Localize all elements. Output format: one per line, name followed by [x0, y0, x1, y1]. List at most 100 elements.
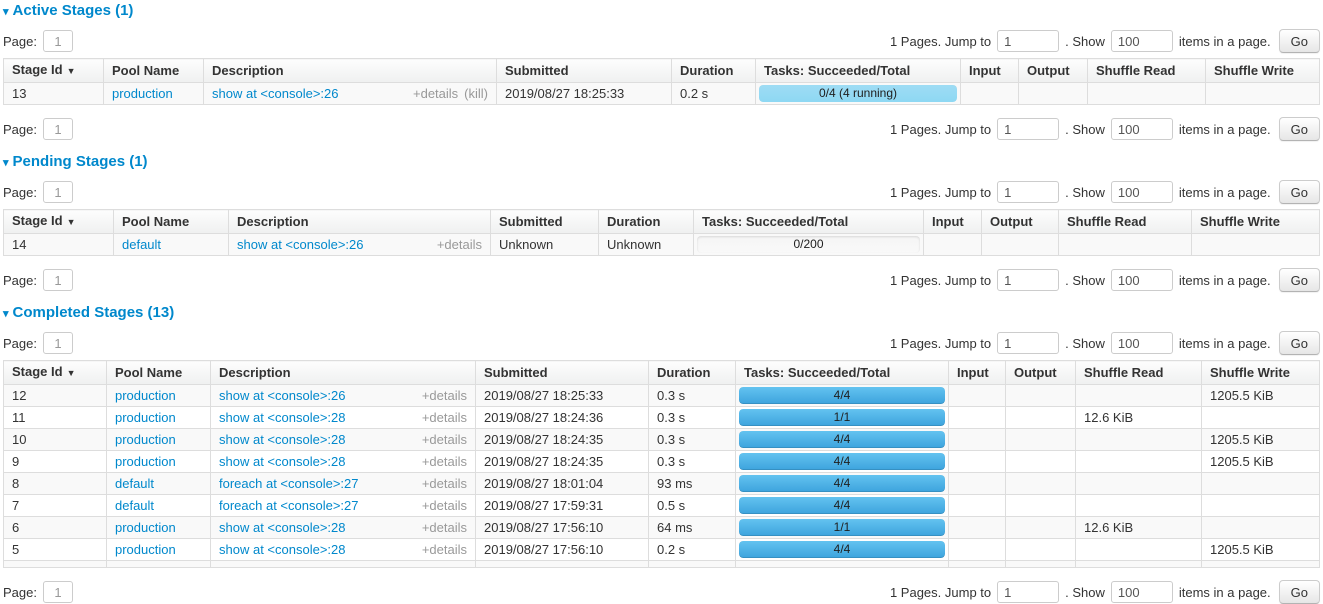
column-header[interactable]: Submitted: [490, 209, 599, 234]
column-header[interactable]: Duration: [671, 58, 756, 83]
column-header[interactable]: Duration: [648, 360, 736, 385]
column-header[interactable]: Output: [1005, 360, 1076, 385]
details-toggle[interactable]: +details: [421, 454, 467, 469]
pool-name-link[interactable]: default: [115, 476, 155, 491]
description-cell: [210, 560, 476, 568]
details-toggle[interactable]: +details: [421, 476, 467, 491]
go-button[interactable]: Go: [1278, 580, 1320, 604]
page-number-input[interactable]: [42, 118, 73, 140]
go-button[interactable]: Go: [1278, 268, 1320, 292]
column-header[interactable]: Description: [210, 360, 476, 385]
page-number-input[interactable]: [42, 269, 73, 291]
output-cell: [1005, 560, 1076, 568]
column-header[interactable]: Stage Id ▼: [3, 209, 114, 234]
stage-id-cell: [3, 560, 107, 568]
column-header[interactable]: Tasks: Succeeded/Total: [755, 58, 961, 83]
jump-to-input[interactable]: [997, 30, 1060, 52]
output-cell: [1005, 428, 1076, 451]
section-title[interactable]: ▾ Completed Stages (13): [3, 304, 1320, 323]
pool-name-link[interactable]: default: [115, 498, 155, 513]
column-header-label: Stage Id: [12, 213, 63, 228]
go-button[interactable]: Go: [1278, 180, 1320, 204]
description-link[interactable]: show at <console>:28: [219, 432, 346, 447]
column-header[interactable]: Input: [960, 58, 1019, 83]
page-number-input[interactable]: [42, 30, 73, 52]
show-count-input[interactable]: [1110, 332, 1173, 354]
column-header[interactable]: Description: [203, 58, 497, 83]
column-header[interactable]: Tasks: Succeeded/Total: [735, 360, 949, 385]
page-number-input[interactable]: [42, 181, 73, 203]
column-header[interactable]: Shuffle Read: [1075, 360, 1202, 385]
details-toggle[interactable]: +details: [421, 520, 467, 535]
column-header[interactable]: Stage Id ▼: [3, 360, 107, 385]
show-count-input[interactable]: [1110, 269, 1173, 291]
pool-name-cell: production: [106, 428, 211, 451]
description-link[interactable]: show at <console>:26: [237, 237, 364, 252]
stage-id-cell: 13: [3, 82, 104, 105]
column-header[interactable]: Duration: [598, 209, 694, 234]
page-number-input[interactable]: [42, 581, 73, 603]
pool-name-link[interactable]: production: [115, 410, 176, 425]
column-header[interactable]: Description: [228, 209, 491, 234]
show-count-input[interactable]: [1110, 30, 1173, 52]
pool-name-link[interactable]: production: [115, 432, 176, 447]
column-header[interactable]: Submitted: [475, 360, 649, 385]
description-link[interactable]: foreach at <console>:27: [219, 498, 359, 513]
description-link[interactable]: show at <console>:26: [212, 86, 339, 101]
go-button[interactable]: Go: [1278, 117, 1320, 141]
column-header[interactable]: Shuffle Read: [1087, 58, 1206, 83]
column-header-label: Submitted: [499, 214, 563, 229]
column-header[interactable]: Input: [948, 360, 1006, 385]
go-button[interactable]: Go: [1278, 29, 1320, 53]
details-toggle[interactable]: +details: [436, 237, 482, 252]
column-header[interactable]: Output: [981, 209, 1059, 234]
go-button[interactable]: Go: [1278, 331, 1320, 355]
details-toggle[interactable]: +details: [421, 432, 467, 447]
column-header[interactable]: Pool Name: [103, 58, 204, 83]
description-link[interactable]: show at <console>:26: [219, 388, 346, 403]
column-header[interactable]: Stage Id ▼: [3, 58, 104, 83]
jump-to-input[interactable]: [997, 581, 1060, 603]
show-count-input[interactable]: [1110, 181, 1173, 203]
section-title[interactable]: ▾ Pending Stages (1): [3, 153, 1320, 172]
section-title[interactable]: ▾ Active Stages (1): [3, 2, 1320, 21]
submitted-cell: [475, 560, 649, 568]
details-toggle[interactable]: +details: [421, 498, 467, 513]
jump-to-input[interactable]: [997, 269, 1060, 291]
column-header[interactable]: Shuffle Write: [1201, 360, 1320, 385]
description-link[interactable]: show at <console>:28: [219, 410, 346, 425]
column-header[interactable]: Output: [1018, 58, 1088, 83]
shuffle-read-cell: [1075, 560, 1202, 568]
progress-completed-bar: [739, 409, 945, 426]
page-number-input[interactable]: [42, 332, 73, 354]
description-link[interactable]: show at <console>:28: [219, 520, 346, 535]
details-toggle[interactable]: +details: [421, 388, 467, 403]
column-header-label: Description: [212, 63, 284, 78]
description-link[interactable]: show at <console>:28: [219, 454, 346, 469]
pool-name-link[interactable]: production: [115, 388, 176, 403]
pool-name-link[interactable]: default: [122, 237, 162, 252]
column-header[interactable]: Tasks: Succeeded/Total: [693, 209, 924, 234]
pool-name-link[interactable]: production: [115, 520, 176, 535]
column-header[interactable]: Shuffle Read: [1058, 209, 1192, 234]
column-header-label: Description: [237, 214, 309, 229]
column-header[interactable]: Shuffle Write: [1191, 209, 1320, 234]
column-header[interactable]: Pool Name: [106, 360, 211, 385]
pool-name-link[interactable]: production: [115, 454, 176, 469]
column-header[interactable]: Input: [923, 209, 982, 234]
show-count-input[interactable]: [1110, 581, 1173, 603]
kill-link[interactable]: (kill): [464, 86, 488, 101]
progress-label: 0/4 (4 running): [818, 86, 898, 100]
jump-to-input[interactable]: [997, 332, 1060, 354]
pool-name-link[interactable]: production: [112, 86, 173, 101]
details-toggle[interactable]: +details: [413, 86, 459, 101]
column-header[interactable]: Submitted: [496, 58, 672, 83]
column-header[interactable]: Pool Name: [113, 209, 229, 234]
jump-to-input[interactable]: [997, 181, 1060, 203]
column-header[interactable]: Shuffle Write: [1205, 58, 1320, 83]
jump-to-input[interactable]: [997, 118, 1060, 140]
details-toggle[interactable]: +details: [421, 410, 467, 425]
show-count-input[interactable]: [1110, 118, 1173, 140]
description-link[interactable]: foreach at <console>:27: [219, 476, 359, 491]
table-header-row: Stage Id ▼ Pool Name Description Submitted Du…: [3, 360, 1320, 385]
